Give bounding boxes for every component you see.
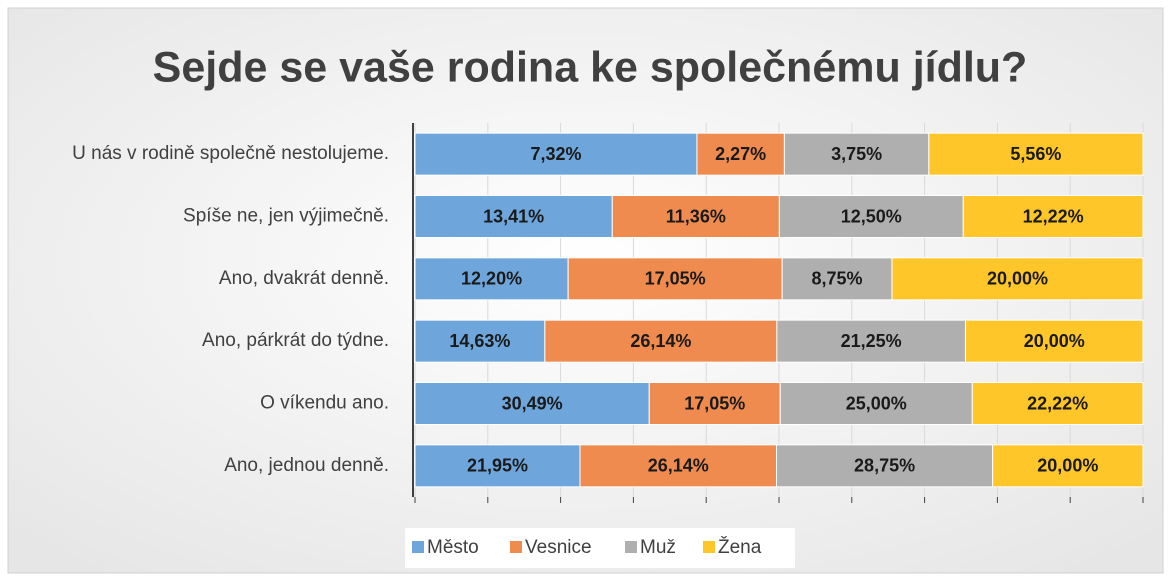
legend-label: Vesnice bbox=[525, 537, 592, 558]
data-label: 14,63% bbox=[449, 331, 510, 351]
y-tick-label: Ano, dvakrát denně. bbox=[219, 268, 389, 289]
bar-segment bbox=[579, 444, 778, 488]
data-label: 22,22% bbox=[1027, 393, 1088, 413]
legend-label: Žena bbox=[718, 536, 762, 558]
data-label: 12,20% bbox=[461, 269, 522, 289]
data-label: 26,14% bbox=[648, 456, 709, 476]
bar-segment bbox=[992, 444, 1144, 488]
legend-swatch bbox=[510, 541, 522, 553]
data-label: 28,75% bbox=[854, 456, 915, 476]
y-tick-label: Spíše ne, jen výjimečně. bbox=[183, 206, 389, 227]
data-label: 21,25% bbox=[841, 331, 902, 351]
bar-segment bbox=[414, 195, 613, 238]
data-label: 11,36% bbox=[666, 206, 726, 226]
bar-segment bbox=[781, 257, 893, 301]
bar-segment bbox=[414, 382, 650, 425]
data-label: 8,75% bbox=[812, 269, 863, 289]
chart-title: Sejde se vaše rodina ke společnému jídlu… bbox=[153, 43, 1028, 91]
data-label: 26,14% bbox=[630, 331, 691, 351]
data-label: 7,32% bbox=[530, 144, 581, 164]
data-label: 21,95% bbox=[467, 456, 528, 476]
bar-segment bbox=[971, 382, 1144, 425]
bar-segment bbox=[414, 132, 698, 176]
data-label: 3,75% bbox=[831, 144, 882, 164]
bar-segment bbox=[778, 195, 964, 238]
bar-segment bbox=[648, 382, 781, 425]
bar-segment bbox=[414, 319, 546, 363]
y-tick-label: Ano, párkrát do týdne. bbox=[202, 330, 389, 351]
bar-segment bbox=[611, 195, 780, 238]
data-label: 20,00% bbox=[987, 269, 1048, 289]
legend-swatch bbox=[625, 541, 637, 553]
y-tick-label: U nás v rodině společně nestolujeme. bbox=[72, 143, 389, 164]
legend-label: Město bbox=[427, 537, 479, 558]
bar-segment bbox=[928, 132, 1144, 176]
bar-segment bbox=[776, 444, 994, 488]
data-label: 12,50% bbox=[841, 206, 902, 226]
data-label: 2,27% bbox=[715, 144, 766, 164]
data-label: 17,05% bbox=[684, 393, 745, 413]
data-label: 13,41% bbox=[483, 206, 544, 226]
data-label: 20,00% bbox=[1024, 331, 1085, 351]
legend-box bbox=[405, 528, 795, 568]
data-label: 17,05% bbox=[645, 269, 706, 289]
bar-segment bbox=[964, 319, 1144, 363]
bar-segment bbox=[567, 257, 783, 301]
bar-segment bbox=[414, 257, 569, 301]
bar-segment bbox=[544, 319, 778, 363]
legend-label: Muž bbox=[640, 537, 676, 558]
data-label: 20,00% bbox=[1037, 456, 1098, 476]
y-tick-label: Ano, jednou denně. bbox=[224, 455, 389, 476]
data-label: 25,00% bbox=[846, 393, 907, 413]
bar-segment bbox=[962, 195, 1144, 238]
data-label: 30,49% bbox=[502, 393, 563, 413]
bar-segment bbox=[891, 257, 1144, 301]
bar-segment bbox=[696, 132, 785, 176]
legend-swatch bbox=[412, 541, 424, 553]
data-label: 12,22% bbox=[1023, 206, 1084, 226]
data-label: 5,56% bbox=[1010, 144, 1061, 164]
y-tick-label: O víkendu ano. bbox=[260, 393, 389, 414]
bar-segment bbox=[783, 132, 930, 176]
legend-swatch bbox=[703, 541, 715, 553]
